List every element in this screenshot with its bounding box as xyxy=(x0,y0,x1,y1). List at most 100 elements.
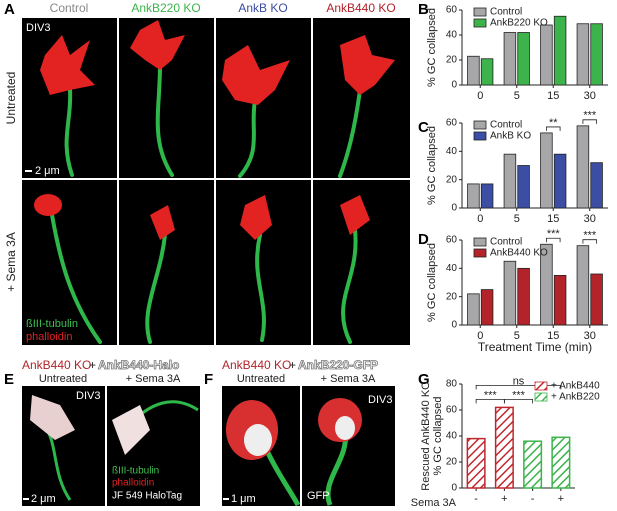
bar xyxy=(551,436,571,489)
stain-label: phalloidin xyxy=(112,478,154,489)
column-header: AnkB KO xyxy=(238,1,287,15)
panel-label: G xyxy=(418,371,430,388)
bar xyxy=(467,293,480,326)
x-tick-label: 5 xyxy=(514,330,520,342)
column-header: Control xyxy=(50,1,89,15)
x-tick-label: 0 xyxy=(477,213,483,225)
legend-swatch xyxy=(473,120,487,130)
bar xyxy=(467,183,480,209)
annotation: *** xyxy=(583,110,597,122)
bar xyxy=(576,23,590,86)
bar xyxy=(503,32,517,86)
stain-label: phalloidin xyxy=(26,331,72,343)
y-axis-label: % GC collapsed xyxy=(426,8,438,87)
y-tick-label: 60 xyxy=(446,118,458,129)
bar xyxy=(553,153,567,209)
y-tick-label: 40 xyxy=(446,263,458,274)
y-tick-label: 60 xyxy=(446,5,458,16)
y-tick-label: 20 xyxy=(446,174,458,185)
y-tick-label: 60 xyxy=(446,405,458,416)
y-tick-label: 60 xyxy=(446,235,458,246)
x-axis-label: Sema 3A xyxy=(411,497,457,509)
legend-swatch xyxy=(473,248,487,258)
annotation-bracket xyxy=(503,399,534,404)
y-tick-label: 40 xyxy=(446,30,458,41)
y-axis-label: % GC collapsed xyxy=(426,243,438,322)
y-tick-label: 0 xyxy=(451,483,457,494)
condition-label: + Sema 3A xyxy=(321,373,376,385)
y-tick-label: 0 xyxy=(451,80,457,91)
x-tick-label: 0 xyxy=(477,330,483,342)
stain-label: JF 549 HaloTag xyxy=(112,491,182,502)
panel-f-images xyxy=(222,386,395,507)
legend-label: AnkB440 KO xyxy=(490,248,548,259)
annotation-bracket xyxy=(582,119,597,124)
annotation-bracket xyxy=(475,385,562,390)
y-tick-label: 20 xyxy=(446,457,458,468)
condition-label: + Sema 3A xyxy=(126,373,181,385)
legend-swatch xyxy=(534,392,548,402)
title-part: AnkB440 KO xyxy=(22,358,91,372)
x-tick-label: 15 xyxy=(547,213,559,225)
div-label: DIV3 xyxy=(76,390,100,402)
row-label: Untreated xyxy=(4,72,18,125)
x-tick-label: 5 xyxy=(514,213,520,225)
stain-label: ßIII-tubulin xyxy=(112,466,159,477)
panel-label: C xyxy=(418,119,429,136)
x-tick-label: 30 xyxy=(584,213,596,225)
bar xyxy=(480,289,494,326)
bar xyxy=(540,132,553,209)
annotation-bracket xyxy=(546,237,561,243)
y-axis-label: Rescued AnkB440 KO xyxy=(420,381,432,491)
x-tick-label: + xyxy=(501,493,507,505)
title-part: AnkB440 KO xyxy=(222,358,291,372)
bar xyxy=(553,275,567,326)
bar xyxy=(540,24,553,86)
legend-label: AnkB KO xyxy=(490,131,531,142)
bar xyxy=(517,32,530,86)
legend-swatch xyxy=(473,237,487,247)
x-tick-label: 15 xyxy=(547,90,559,102)
annotation-bracket xyxy=(582,239,597,244)
x-tick-label: 30 xyxy=(584,90,596,102)
x-axis-label: Treatment Time (min) xyxy=(478,340,592,354)
y-tick-label: 40 xyxy=(446,146,458,157)
scale-label: 1 μm xyxy=(231,493,256,505)
panel-label: B xyxy=(418,1,429,18)
title-part: AnkB440-Halo xyxy=(98,358,179,372)
annotation: *** xyxy=(484,389,498,401)
bar xyxy=(517,165,530,209)
stain-label: GFP xyxy=(307,490,330,502)
panel-e-images xyxy=(22,386,200,506)
row-label: + Sema 3A xyxy=(4,232,18,292)
legend-label: + AnkB440 xyxy=(551,381,600,392)
legend-label: Control xyxy=(490,7,522,18)
bar xyxy=(466,437,486,489)
bar xyxy=(576,245,590,326)
legend-swatch xyxy=(473,7,487,17)
div-label: DIV3 xyxy=(26,22,50,34)
bar xyxy=(467,55,480,86)
y-tick-label: 0 xyxy=(451,320,457,331)
bar xyxy=(503,260,517,326)
annotation: *** xyxy=(512,389,526,401)
y-tick-label: 80 xyxy=(446,379,458,390)
condition-label: Untreated xyxy=(237,373,285,385)
y-tick-label: 20 xyxy=(446,55,458,66)
column-header: AnkB440 KO xyxy=(326,1,395,15)
y-tick-label: 40 xyxy=(446,431,458,442)
scale-label: 2 μm xyxy=(31,493,56,505)
y-tick-label: 20 xyxy=(446,291,458,302)
bar xyxy=(553,15,567,86)
bar xyxy=(494,406,514,489)
annotation: *** xyxy=(547,228,561,240)
panel-label: F xyxy=(204,371,213,388)
bar xyxy=(576,125,590,209)
x-tick-label: 0 xyxy=(477,90,483,102)
panel-label: D xyxy=(418,231,429,248)
panel-a-images xyxy=(22,18,410,345)
annotation: *** xyxy=(583,230,597,242)
bar xyxy=(523,440,543,489)
div-label: DIV3 xyxy=(368,394,392,406)
